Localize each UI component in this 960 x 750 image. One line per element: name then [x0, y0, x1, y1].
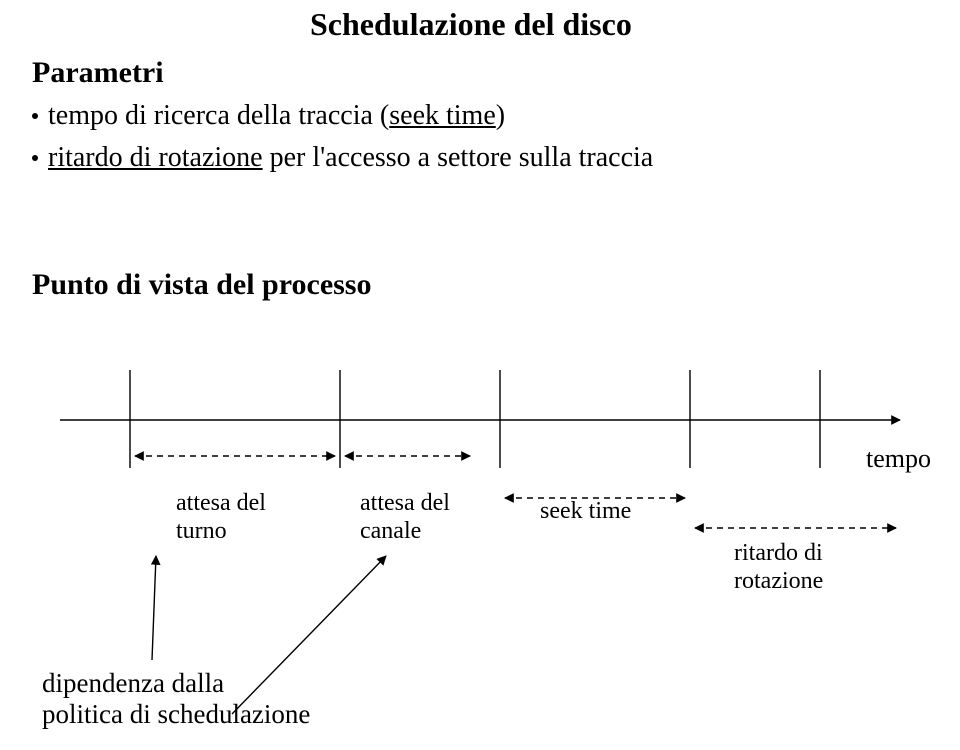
- page: Schedulazione del disco Parametri tempo …: [0, 0, 960, 750]
- lbl-tempo: tempo: [866, 444, 931, 474]
- lbl-attesa-turno: attesa del turno: [176, 490, 266, 545]
- lbl-attesa-canale: attesa del canale: [360, 490, 450, 545]
- lbl-seek-time: seek time: [540, 498, 631, 526]
- timeline-diagram: [0, 0, 960, 750]
- lbl-ritardo: ritardo di rotazione: [734, 540, 823, 595]
- lbl-dipendenza: dipendenza dalla politica di schedulazio…: [42, 668, 310, 730]
